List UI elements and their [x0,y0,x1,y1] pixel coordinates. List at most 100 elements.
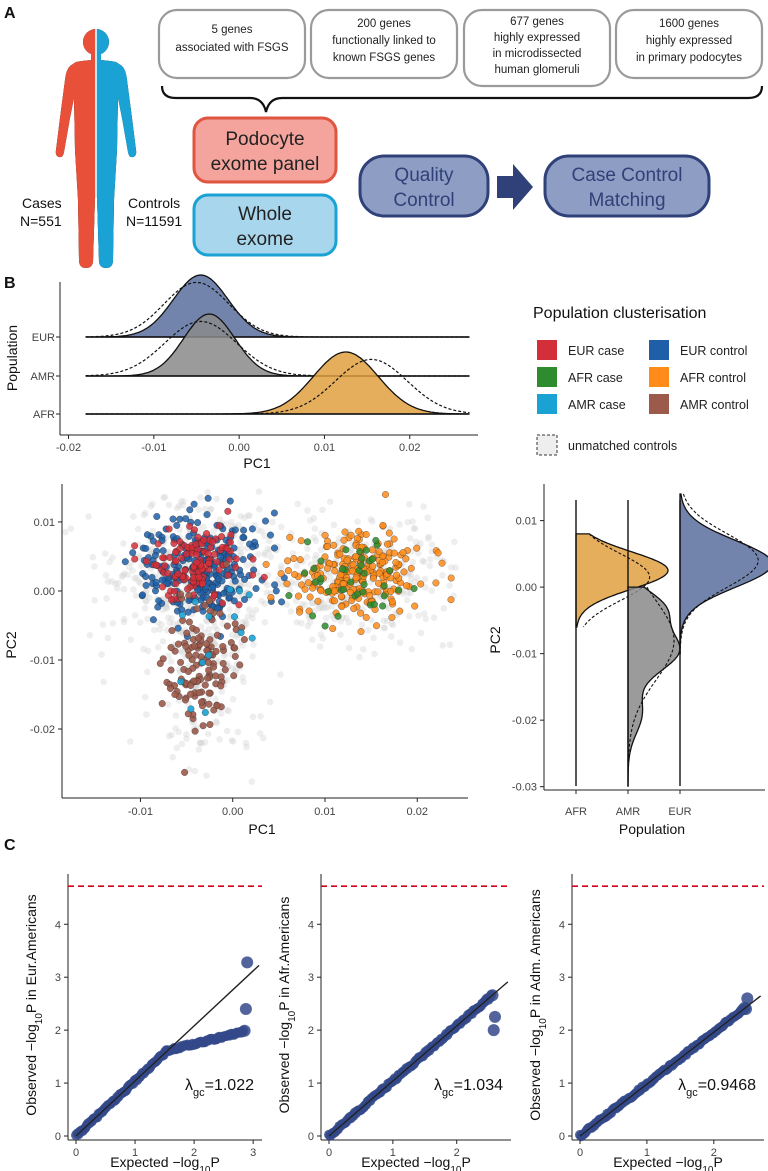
scatter-point [205,666,213,674]
scatter-point [319,604,327,612]
scatter-point [375,569,383,577]
case-control-matching-box: Case Control Matching [543,154,711,218]
scatter-point [109,554,116,561]
qq-ytick: 2 [55,1025,61,1037]
scatter-point [159,554,167,562]
scatter-point [266,698,274,706]
legend-label: EUR case [568,344,624,358]
population-legend: Population clusterisation EUR case EUR co… [533,305,749,456]
side-density-eur [679,493,768,655]
scatter-point [240,526,248,534]
scatter-point [262,560,270,568]
scatter-point [446,582,454,589]
side-density-afr [575,533,669,628]
scatter-point [210,591,218,599]
scatter-point [224,571,232,579]
scatter-point [226,497,234,505]
scatter-point [153,513,161,520]
scatter-point [239,674,246,681]
scatter-point [187,681,195,689]
scatter-point [223,545,231,553]
scatter-point [213,626,221,634]
scatter-point [153,561,161,569]
scatter-point [239,619,246,626]
scatter-point [375,594,383,601]
scatter-point [177,658,185,666]
scatter-xlabel: PC1 [248,821,275,837]
podocyte-box-line1: Podocyte [225,129,304,150]
violin-ytick: -0.03 [512,782,537,794]
scatter-point [225,707,232,715]
scatter-point [352,574,360,582]
scatter-point [246,606,253,613]
scatter-point [205,613,213,620]
scatter-point [158,576,166,584]
violin-ytick: 0.01 [516,516,537,528]
scatter-point [317,575,325,583]
scatter-point [102,572,110,579]
scatter-point [201,709,209,716]
legend-swatch [537,340,557,360]
qq-ytick: 0 [55,1131,61,1143]
scatter-point [216,736,223,743]
scatter-point [201,681,209,689]
scatter-point [212,695,219,703]
scatter-point [329,625,337,633]
scatter-point [147,503,154,510]
scatter-point [170,620,177,628]
scatter-point [161,562,169,570]
scatter-point [160,837,167,844]
scatter-point [232,563,240,571]
scatter-point [261,549,269,557]
scatter-point [231,613,238,621]
scatter-point [124,571,132,579]
scatter-point [89,553,97,561]
scatter-point [223,727,231,735]
scatter-point [261,532,269,540]
scatter-point [127,738,134,745]
scatter-point [120,585,128,593]
density-unmatched-eur [85,281,470,338]
scatter-point [331,567,339,575]
scatter-point [213,719,221,726]
scatter-point [191,642,199,650]
scatter-point [428,541,436,548]
qq-xtick: 2 [711,1147,717,1159]
scatter-point [254,526,262,534]
scatter-point [379,602,387,610]
scatter-point [205,689,213,697]
scatter-point [212,647,220,655]
scatter-point [219,659,227,667]
scatter-point [388,614,396,621]
scatter-point [181,696,189,704]
scatter-point [380,592,388,600]
scatter-point [323,564,331,572]
scatter-point [210,527,217,535]
legend-label: AMR control [680,398,749,412]
scatter-point [349,567,357,575]
scatter-ytick: 0.01 [34,517,55,529]
scatter-point [285,592,293,600]
scatter-point [219,643,227,650]
scatter-point [120,540,127,547]
scatter-point [260,573,268,581]
scatter-point [194,634,202,642]
scatter-point [184,585,192,593]
scatter-point [248,634,256,642]
legend-swatch [649,367,669,387]
scatter-point [177,678,185,686]
scatter-point [183,550,190,558]
scatter-point [289,550,297,557]
qq-expected-line [579,995,762,1137]
gene-box-2-line1: 200 genes [357,18,411,30]
scatter-ytick: -0.01 [30,655,55,667]
scatter-point [262,517,269,525]
scatter-point [310,534,318,541]
qc-box-line1: Quality [394,165,454,186]
scatter-point [366,592,374,600]
scatter-point [215,566,223,574]
scatter-point [236,661,244,669]
whole-exome-box-line1: Whole [238,204,292,225]
scatter-point [295,592,302,600]
scatter-point [297,537,305,545]
